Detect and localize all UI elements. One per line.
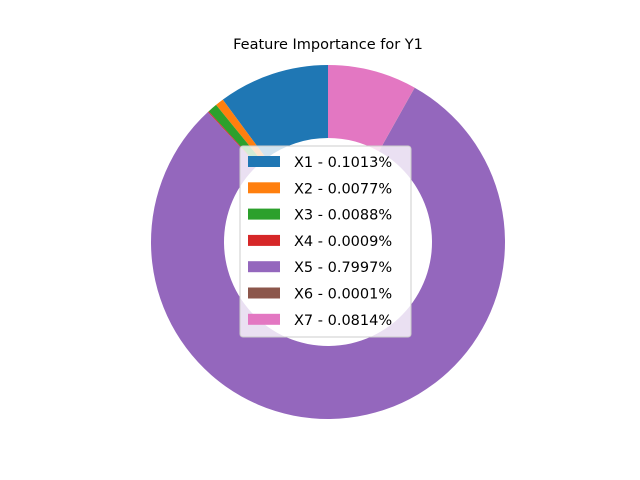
legend-swatch-x5 [248,261,280,273]
legend-item-x6: X6 - 0.0001% [248,287,392,303]
legend-item-x5: X5 - 0.7997% [248,260,392,276]
legend-swatch-x2 [248,182,280,194]
legend-swatch-x6 [248,287,280,299]
legend-label-x4: X4 - 0.0009% [294,234,392,250]
legend-swatch-x1 [248,156,280,167]
legend-label-x7: X7 - 0.0814% [294,313,392,329]
donut-slice-x1 [222,65,328,159]
legend-label-x6: X6 - 0.0001% [294,287,392,303]
donut-slice-x7 [328,65,415,152]
legend-item-x1: X1 - 0.1013% [248,155,392,171]
legend-label-x1: X1 - 0.1013% [294,155,392,171]
legend-item-x2: X2 - 0.0077% [248,181,392,197]
legend-item-x4: X4 - 0.0009% [248,234,392,250]
legend-item-x3: X3 - 0.0088% [248,208,392,224]
legend-swatch-x4 [248,234,280,246]
legend-label-x5: X5 - 0.7997% [294,260,392,276]
chart-title: Feature Importance for Y1 [233,37,423,53]
legend-label-x2: X2 - 0.0077% [294,181,392,197]
legend-frame [239,145,412,338]
legend-swatch-x3 [248,208,280,220]
legend-swatch-x7 [248,313,280,325]
chart-legend: X1 - 0.1013% X2 - 0.0077% X3 - 0.0088% X4 -… [239,145,412,338]
donut-slice-x6 [378,87,415,152]
legend-item-x7: X7 - 0.0814% [248,313,392,329]
legend-label-x3: X3 - 0.0088% [294,208,392,224]
